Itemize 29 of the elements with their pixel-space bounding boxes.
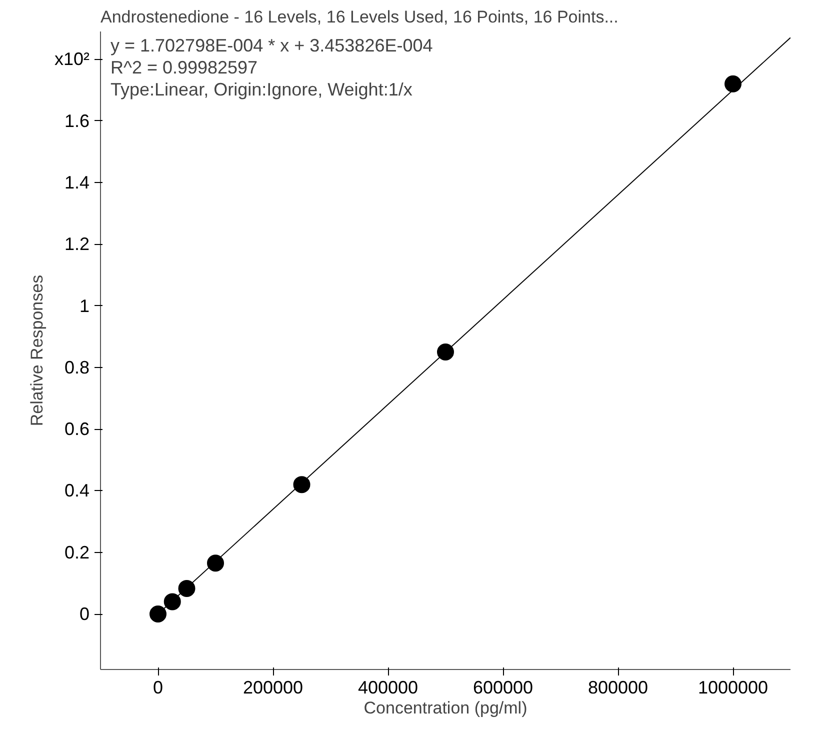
point (164, 593, 181, 610)
point (207, 554, 224, 572)
y-tick-label: 1.2 (64, 234, 90, 254)
x-tick-label: 1000000 (698, 678, 768, 698)
point (178, 580, 196, 597)
y-tick-label: 0.4 (64, 480, 90, 501)
x-tick-label: 600000 (472, 678, 534, 698)
y-tick-label: 0.6 (64, 419, 90, 440)
point (150, 606, 166, 623)
annotation: y = 1.702798E-004 * x + 3.453826E-004 (110, 36, 433, 56)
y-tick-label: 0.2 (64, 542, 90, 562)
x-tick-label: 200000 (242, 678, 304, 698)
y-tick-label: 0.8 (64, 357, 90, 378)
chart-title: Androstenedione - 16 Levels, 16 Levels Used, 16 Points, 16 Points... (100, 8, 618, 26)
x-tick-label: 800000 (588, 678, 648, 698)
x-tick-label: 0 (152, 678, 164, 698)
y-tick-label: 1 (79, 296, 90, 316)
annotation: R^2 = 0.99982597 (110, 58, 258, 78)
point (724, 75, 742, 92)
point (293, 476, 310, 494)
point (437, 344, 454, 361)
y-tick-label: 1.4 (64, 172, 90, 193)
y-tick-label: 1.6 (64, 110, 90, 131)
x-axis-title: Concentration (pg/ml) (364, 698, 528, 718)
y-axis-title: Relative Responses (27, 274, 46, 426)
annotation: Type:Linear, Origin:Ignore, Weight:1/x (110, 80, 412, 100)
y-tick-label: x10² (54, 49, 90, 70)
x-tick-label: 400000 (358, 678, 418, 698)
y-tick-label: 0 (79, 604, 90, 624)
